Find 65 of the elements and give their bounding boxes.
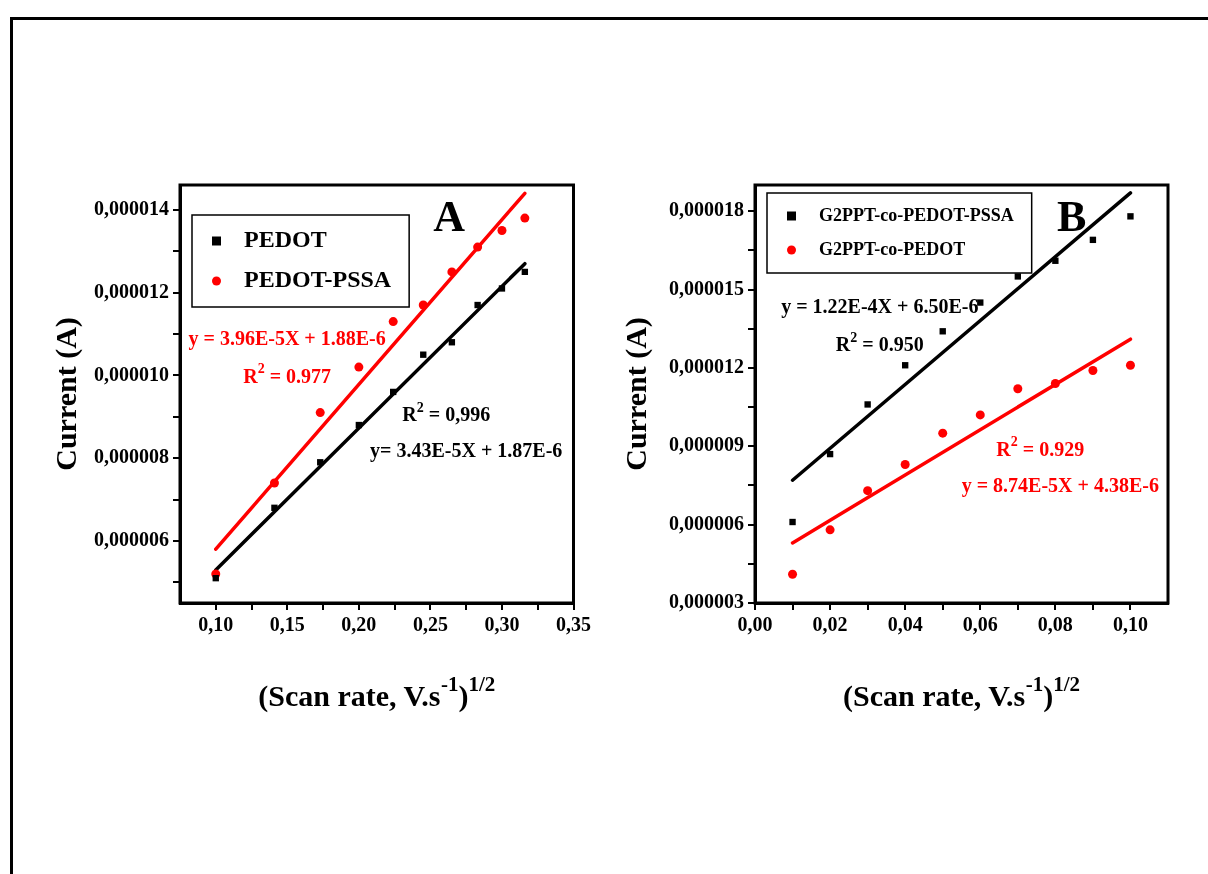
legend-label: PEDOT-PSSA	[244, 266, 392, 293]
point	[474, 301, 481, 309]
y-tick-label: 0,000014	[94, 197, 169, 219]
point	[271, 504, 278, 511]
point	[938, 428, 948, 438]
point	[826, 450, 834, 458]
point	[900, 460, 910, 470]
point	[269, 478, 279, 488]
x-tick-label: 0,30	[484, 613, 520, 636]
point	[863, 486, 873, 496]
point	[473, 242, 483, 252]
x-tick-label: 0,25	[412, 613, 448, 636]
point	[1089, 236, 1097, 244]
legend-label: PEDOT	[244, 226, 327, 253]
point	[418, 300, 428, 310]
y-tick-label: 0,000003	[669, 590, 744, 613]
annotation: y= 3.43E-5X + 1.87E-6	[370, 439, 563, 463]
point	[1125, 360, 1135, 370]
chart-title: A	[433, 192, 466, 242]
point	[447, 267, 457, 277]
y-tick-label: 0,000009	[669, 433, 744, 456]
legend-label: G2PPT-co-PEDOT-PSSA	[819, 204, 1014, 225]
point	[789, 518, 796, 526]
point	[864, 401, 871, 408]
point	[1013, 384, 1023, 394]
point	[902, 362, 909, 369]
legend-label: G2PPT-co-PEDOT	[819, 238, 966, 259]
y-tick-label: 0,000006	[669, 511, 744, 534]
x-tick-label: 0,10	[1112, 613, 1148, 636]
y-axis-title: Current (A)	[618, 317, 653, 471]
x-tick-label: 0,20	[341, 613, 377, 636]
x-tick-label: 0,35	[556, 613, 591, 636]
y-tick-label: 0,000010	[94, 362, 169, 385]
y-tick-label: 0,000012	[669, 355, 744, 378]
y-tick-label: 0,000015	[669, 276, 744, 299]
point	[388, 317, 398, 327]
point	[1052, 257, 1059, 264]
point	[1050, 379, 1060, 389]
point	[825, 525, 835, 535]
point	[498, 285, 506, 292]
y-tick-label: 0,000006	[94, 528, 169, 551]
annotation: y = 1.22E-4X + 6.50E-6	[781, 295, 979, 319]
x-tick-label: 0,06	[962, 613, 998, 636]
y-axis-title: Current (A)	[48, 317, 83, 471]
point	[354, 362, 364, 372]
point	[975, 410, 985, 420]
y-tick-label: 0,000018	[669, 198, 744, 221]
point	[788, 569, 798, 579]
x-tick-label: 0,08	[1037, 613, 1073, 636]
x-tick-label: 0,04	[887, 613, 923, 636]
point	[315, 408, 325, 418]
point	[1088, 365, 1098, 375]
point	[497, 226, 507, 236]
point	[1014, 273, 1021, 280]
annotation: y = 3.96E-5X + 1.88E-6	[188, 326, 386, 350]
y-tick-label: 0,000012	[94, 279, 169, 302]
x-tick-label: 0,02	[812, 613, 848, 636]
point	[520, 213, 530, 223]
y-tick-label: 0,000008	[94, 445, 169, 468]
x-tick-label: 0,15	[269, 613, 305, 636]
point	[1127, 213, 1134, 220]
annotation: y = 8.74E-5X + 4.38E-6	[961, 473, 1159, 497]
x-tick-label: 0,00	[737, 613, 773, 636]
x-tick-label: 0,10	[198, 613, 234, 636]
chart-title: B	[1057, 192, 1087, 242]
